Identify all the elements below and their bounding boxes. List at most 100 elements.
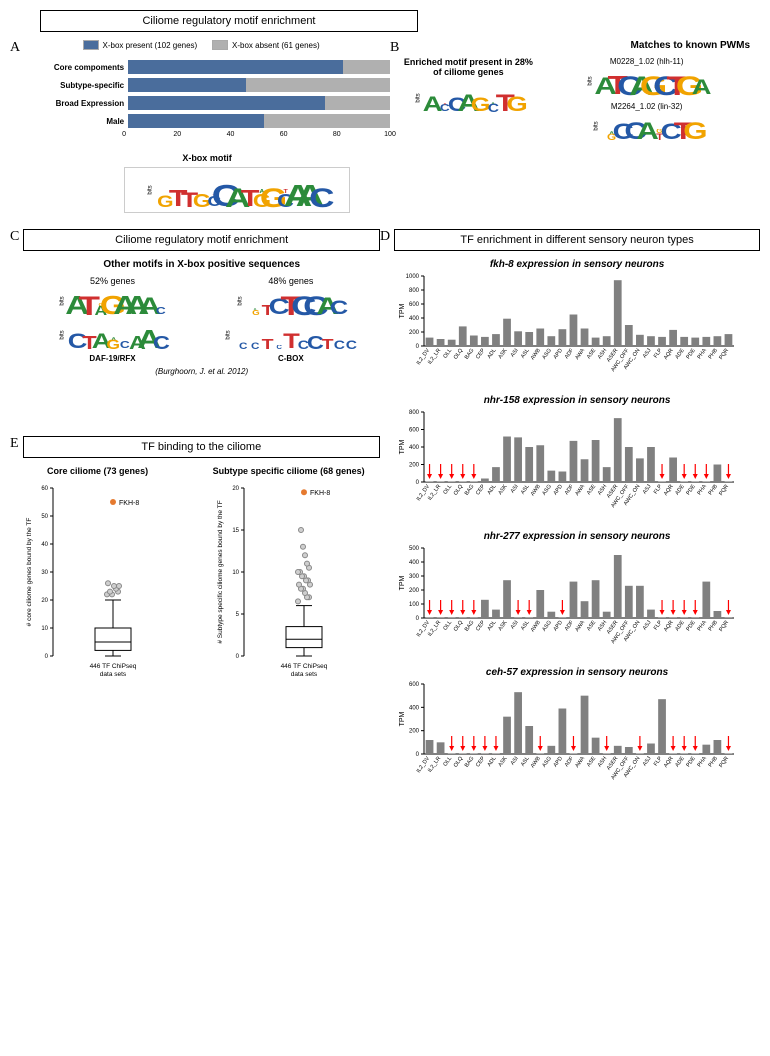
svg-text:AWA: AWA (574, 619, 586, 633)
panel-c-left-pct: 52% genes (23, 276, 201, 286)
tpm-svg: 0100200300400500TPMIL2_DVIL2_LROLLOLQBAG… (394, 544, 734, 654)
svg-text:BAG: BAG (464, 348, 476, 361)
pwm1-motif-logo: ATCAGCTGA (599, 66, 707, 96)
panel-e-title-box: TF binding to the ciliome (23, 436, 380, 458)
svg-text:AWB: AWB (530, 347, 542, 361)
bar-row: Core compoments (24, 59, 390, 75)
svg-text:1000: 1000 (406, 274, 420, 280)
svg-text:APD: APD (553, 348, 564, 361)
svg-text:data sets: data sets (290, 671, 317, 678)
svg-text:OLL: OLL (443, 756, 454, 768)
svg-text:ASJ: ASJ (642, 620, 653, 632)
svg-text:ASK: ASK (498, 483, 509, 496)
svg-text:FKH-8: FKH-8 (310, 490, 330, 497)
svg-text:PHA: PHA (697, 483, 709, 496)
svg-text:OLL: OLL (443, 348, 454, 360)
svg-text:data sets: data sets (99, 671, 126, 678)
svg-text:600: 600 (409, 682, 420, 688)
svg-text:APD: APD (553, 756, 564, 769)
svg-text:ASI: ASI (510, 755, 520, 766)
enriched-motif-logo: ACTCAGCATG (427, 83, 523, 113)
svg-text:AWB: AWB (530, 483, 542, 497)
svg-text:600: 600 (409, 428, 420, 434)
bar-row: Subtype-specific (24, 77, 390, 93)
svg-text:BAG: BAG (464, 756, 476, 769)
xbox-motif-label: X-box motif (24, 153, 390, 163)
panel-d-label: D (380, 229, 390, 803)
pwm2-name: M2264_1.02 (lin-32) (543, 102, 750, 111)
panel-a-title-box: Ciliome regulatory motif enrichment (40, 10, 418, 32)
svg-text:ADL: ADL (487, 756, 498, 768)
svg-text:ASJ: ASJ (642, 348, 653, 360)
panel-d-title-box: TF enrichment in different sensory neuro… (394, 229, 760, 251)
svg-text:OLL: OLL (443, 484, 454, 496)
svg-text:ASG: ASG (542, 620, 554, 633)
svg-text:AWB: AWB (530, 619, 542, 633)
svg-text:0: 0 (416, 752, 420, 758)
svg-text:400: 400 (409, 560, 420, 566)
panel-e-boxplots: Core ciliome (73 genes)0102030405060FKH-… (23, 466, 380, 680)
svg-text:400: 400 (409, 705, 420, 711)
svg-text:PDE: PDE (686, 347, 698, 360)
panel-d-charts: fkh-8 expression in sensory neurons02004… (394, 259, 760, 793)
svg-text:TPM: TPM (399, 711, 406, 726)
tpm-svg: 0200400600TPMIL2_DVIL2_LROLLOLQBAGCEPADL… (394, 680, 734, 790)
svg-text:800: 800 (409, 410, 420, 416)
svg-text:CEP: CEP (475, 755, 487, 768)
svg-text:0: 0 (44, 654, 48, 660)
pwm2-motif-logo: GACCATGCTG (605, 111, 701, 141)
svg-text:ADL: ADL (487, 620, 498, 632)
svg-text:ASI: ASI (510, 483, 520, 494)
panel-c-left-label: DAF-19/RFX (23, 354, 201, 363)
svg-text:TPM: TPM (399, 575, 406, 590)
svg-text:0: 0 (416, 616, 420, 622)
panel-c-heading: Other motifs in X-box positive sequences (23, 259, 380, 270)
svg-text:ASG: ASG (542, 348, 554, 361)
svg-text:ASI: ASI (510, 619, 520, 630)
svg-text:200: 200 (409, 588, 420, 594)
svg-text:PHB: PHB (708, 347, 720, 360)
svg-text:15: 15 (232, 528, 239, 534)
svg-text:400: 400 (409, 445, 420, 451)
svg-text:PHB: PHB (708, 755, 720, 768)
svg-text:ASE: ASE (586, 755, 597, 768)
svg-text:AWA: AWA (574, 755, 586, 769)
panel-a-axis: 020406080100 (124, 131, 390, 143)
svg-text:OLL: OLL (443, 620, 454, 632)
svg-text:AWB: AWB (530, 755, 542, 769)
svg-text:ADE: ADE (675, 755, 687, 768)
svg-text:300: 300 (409, 574, 420, 580)
svg-text:100: 100 (409, 602, 420, 608)
svg-text:ASK: ASK (498, 619, 509, 632)
svg-text:PDE: PDE (686, 483, 698, 496)
svg-text:AWA: AWA (574, 483, 586, 497)
svg-text:PHA: PHA (697, 619, 709, 632)
svg-text:TPM: TPM (399, 303, 406, 318)
svg-text:200: 200 (409, 729, 420, 735)
svg-text:ASE: ASE (586, 483, 597, 496)
svg-text:20: 20 (232, 486, 239, 492)
svg-text:5: 5 (235, 612, 239, 618)
svg-text:ADL: ADL (487, 348, 498, 360)
svg-text:800: 800 (409, 288, 420, 294)
svg-text:PHB: PHB (708, 619, 720, 632)
svg-text:446 TF ChiPseq: 446 TF ChiPseq (89, 663, 136, 670)
svg-text:ASG: ASG (542, 484, 554, 497)
svg-text:APD: APD (553, 484, 564, 497)
svg-text:200: 200 (409, 463, 420, 469)
panel-c-citation: (Burghoorn, J. et al. 2012) (23, 367, 380, 376)
panel-e-label: E (10, 436, 19, 680)
svg-text:OLQ: OLQ (453, 483, 465, 497)
svg-text:ASG: ASG (542, 756, 554, 769)
svg-text:PQR: PQR (718, 348, 730, 361)
svg-text:TPM: TPM (399, 439, 406, 454)
panel-a-label: A (10, 40, 20, 213)
tpm-svg: 02004006008001000TPMIL2_DVIL2_LROLLOLQBA… (394, 272, 734, 382)
svg-text:PQR: PQR (718, 484, 730, 497)
svg-text:10: 10 (232, 570, 239, 576)
svg-text:ADE: ADE (675, 483, 687, 496)
svg-text:ASE: ASE (586, 619, 597, 632)
panel-b-label: B (390, 40, 399, 141)
svg-text:ADL: ADL (487, 484, 498, 496)
svg-text:600: 600 (409, 302, 420, 308)
